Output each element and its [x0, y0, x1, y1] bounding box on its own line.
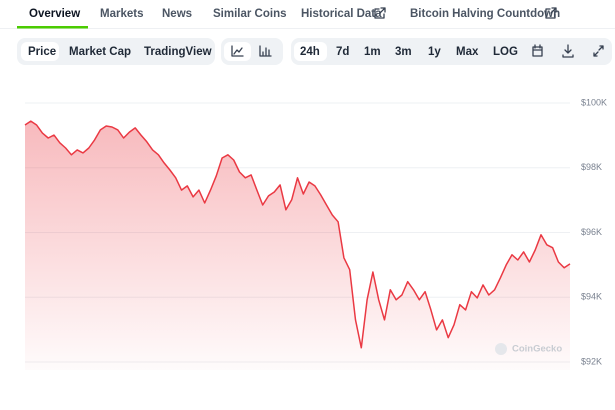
watermark-logo: [495, 343, 507, 355]
tab[interactable]: News: [162, 8, 192, 20]
y-tick-label: $96K: [581, 227, 602, 237]
y-tick-label: $94K: [581, 292, 602, 302]
view-button[interactable]: Market Cap: [69, 46, 131, 58]
range-button[interactable]: 3m: [395, 46, 412, 58]
range-group: [291, 38, 612, 65]
view-group: [17, 38, 215, 65]
area-fill: [25, 121, 570, 370]
tab[interactable]: Similar Coins: [213, 8, 287, 20]
range-button[interactable]: 1y: [428, 46, 441, 58]
range-button[interactable]: 24h: [300, 46, 320, 58]
calendar-button[interactable]: [532, 44, 543, 57]
tab[interactable]: Bitcoin Halving Countdown: [410, 8, 560, 20]
range-button[interactable]: Max: [456, 46, 479, 58]
range-button[interactable]: 1m: [364, 46, 381, 58]
tab-bar: Overview Markets News Similar Coins Historic…: [29, 8, 560, 20]
fullscreen-button[interactable]: [593, 45, 604, 57]
y-tick-label: $98K: [581, 162, 602, 172]
external-link-icon: [374, 7, 386, 19]
price-chart: $92K $94K $96K $98K $100K: [24, 97, 607, 370]
view-button[interactable]: TradingView: [144, 46, 212, 58]
active-pill: [21, 42, 59, 61]
active-pill: [294, 42, 327, 61]
download-button[interactable]: [562, 44, 574, 58]
range-button[interactable]: 7d: [336, 46, 349, 58]
tab[interactable]: Historical Data: [301, 8, 382, 20]
buttons: Price Market Cap TradingView 24h 7d 1m 3m 1y Max…: [28, 46, 518, 58]
range-button[interactable]: LOG: [493, 46, 518, 58]
watermark: CoinGecko: [512, 344, 562, 355]
tab[interactable]: Overview: [29, 8, 80, 20]
y-tick-label: $100K: [581, 97, 607, 107]
line-chart-button[interactable]: [231, 45, 244, 57]
external-link-icon: [545, 7, 557, 19]
candle-chart-button[interactable]: [259, 45, 272, 57]
tab[interactable]: Markets: [100, 8, 143, 20]
active-tab-underline: [17, 26, 88, 29]
view-button[interactable]: Price: [28, 46, 56, 58]
y-tick-label: $92K: [581, 356, 602, 366]
active-pill: [224, 42, 251, 61]
price-line: [24, 120, 571, 349]
